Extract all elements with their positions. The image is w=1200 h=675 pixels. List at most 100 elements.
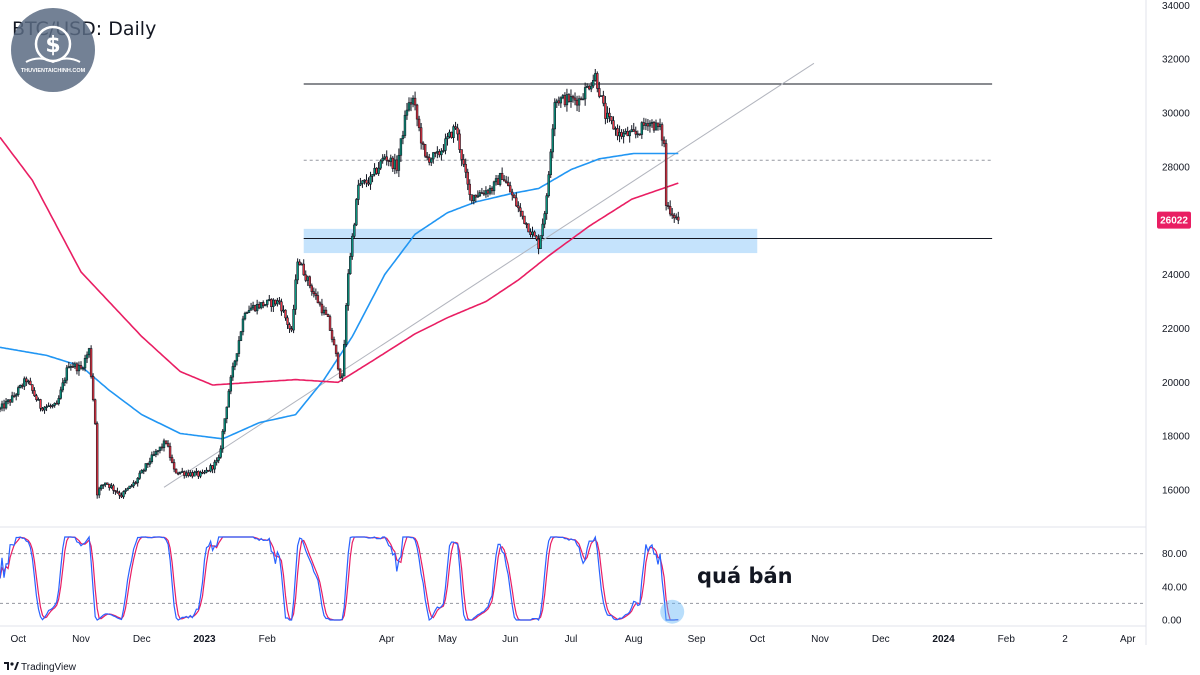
candle-up — [69, 366, 73, 368]
time-tick-label: Oct — [10, 634, 26, 645]
candle-down — [533, 231, 536, 237]
candle-up — [213, 461, 216, 470]
candle-up — [57, 398, 60, 404]
candle-down — [634, 130, 637, 135]
candle-down — [454, 126, 457, 129]
candle-up — [209, 465, 212, 472]
candle-down — [338, 368, 342, 378]
candle-up — [128, 485, 131, 489]
candle-down — [464, 163, 467, 173]
candle-down — [482, 192, 486, 195]
candle-up — [359, 183, 362, 186]
candle-up — [345, 305, 348, 345]
candle-up — [648, 122, 652, 127]
time-tick-label: Nov — [72, 634, 90, 645]
candle-down — [191, 472, 194, 477]
candle-up — [14, 394, 18, 397]
candle-down — [409, 102, 413, 105]
candle-up — [624, 130, 627, 134]
candle-up — [594, 73, 597, 81]
candle-down — [557, 100, 561, 104]
price-tick-label: 30000 — [1162, 109, 1190, 120]
tradingview-brand[interactable]: TradingView — [4, 662, 77, 673]
candle-up — [590, 85, 593, 90]
candle-up — [140, 469, 143, 474]
oscillator-axis[interactable]: 0.00 40.00 80.00 — [1162, 549, 1187, 626]
candle-down — [385, 156, 388, 161]
candle-up — [266, 299, 269, 305]
price-tick-label: 34000 — [1162, 1, 1190, 12]
candle-up — [10, 395, 14, 403]
candle-down — [666, 205, 670, 207]
time-tick-label: Jul — [565, 634, 578, 645]
candle-up — [124, 489, 127, 492]
candle-down — [515, 197, 518, 207]
candle-up — [399, 138, 403, 156]
candle-down — [33, 390, 36, 397]
candle-down — [39, 399, 42, 409]
candle-up — [531, 231, 534, 235]
time-axis[interactable]: Oct Nov Dec 2023 Feb Apr May Jun Jul Aug Sep Oct Nov… — [10, 634, 1136, 645]
candle-up — [104, 482, 107, 486]
candle-up — [59, 389, 62, 399]
candle-down — [298, 261, 301, 266]
candle-up — [650, 122, 654, 124]
candle-down — [502, 179, 506, 182]
candle-up — [569, 96, 573, 102]
current-price-label: 26022 — [1160, 216, 1188, 227]
candle-up — [583, 87, 587, 100]
candle-down — [146, 463, 150, 465]
candle-down — [509, 185, 512, 193]
candle-down — [35, 395, 38, 401]
candle-up — [138, 472, 141, 479]
candle-down — [612, 120, 615, 130]
candle-up — [436, 151, 439, 154]
candle-down — [118, 492, 121, 496]
candle-up — [411, 97, 415, 105]
candle-up — [600, 95, 603, 97]
candle-down — [336, 353, 340, 370]
candle-up — [195, 470, 198, 473]
candle-up — [235, 353, 239, 362]
candle-up — [158, 446, 162, 451]
candle-up — [43, 406, 46, 411]
candle-up — [221, 430, 224, 450]
candle-down — [413, 97, 417, 106]
candle-down — [646, 123, 650, 127]
candle-up — [636, 133, 639, 136]
price-tick-label: 32000 — [1162, 55, 1190, 66]
candle-down — [579, 98, 583, 101]
oscillator-tick-label: 40.00 — [1162, 582, 1187, 593]
candle-up — [494, 178, 498, 183]
candle-up — [577, 98, 581, 106]
candle-up — [51, 405, 54, 407]
candle-down — [183, 471, 186, 476]
time-tick-label: Jun — [502, 634, 518, 645]
candle-up — [592, 80, 595, 87]
candle-down — [314, 293, 318, 296]
candle-up — [276, 300, 279, 305]
candle-up — [300, 263, 303, 266]
candle-up — [264, 304, 267, 307]
candle-down — [174, 468, 178, 474]
candle-down — [160, 446, 164, 449]
candle-up — [0, 403, 4, 409]
candle-down — [462, 159, 465, 165]
candle-up — [73, 363, 77, 368]
ascending-trendline — [163, 62, 815, 488]
candle-up — [255, 304, 259, 312]
candle-up — [223, 418, 226, 432]
candle-down — [334, 344, 338, 354]
candle-down — [270, 299, 273, 307]
candle-down — [257, 304, 261, 309]
candle-down — [280, 301, 283, 312]
candle-up — [618, 131, 621, 137]
candle-down — [415, 104, 419, 120]
candle-up — [585, 85, 589, 88]
candle-down — [21, 385, 24, 387]
candle-down — [656, 122, 660, 128]
candle-down — [596, 73, 599, 89]
candle-down — [262, 302, 265, 307]
candle-up — [407, 102, 411, 111]
candle-up — [541, 223, 544, 237]
